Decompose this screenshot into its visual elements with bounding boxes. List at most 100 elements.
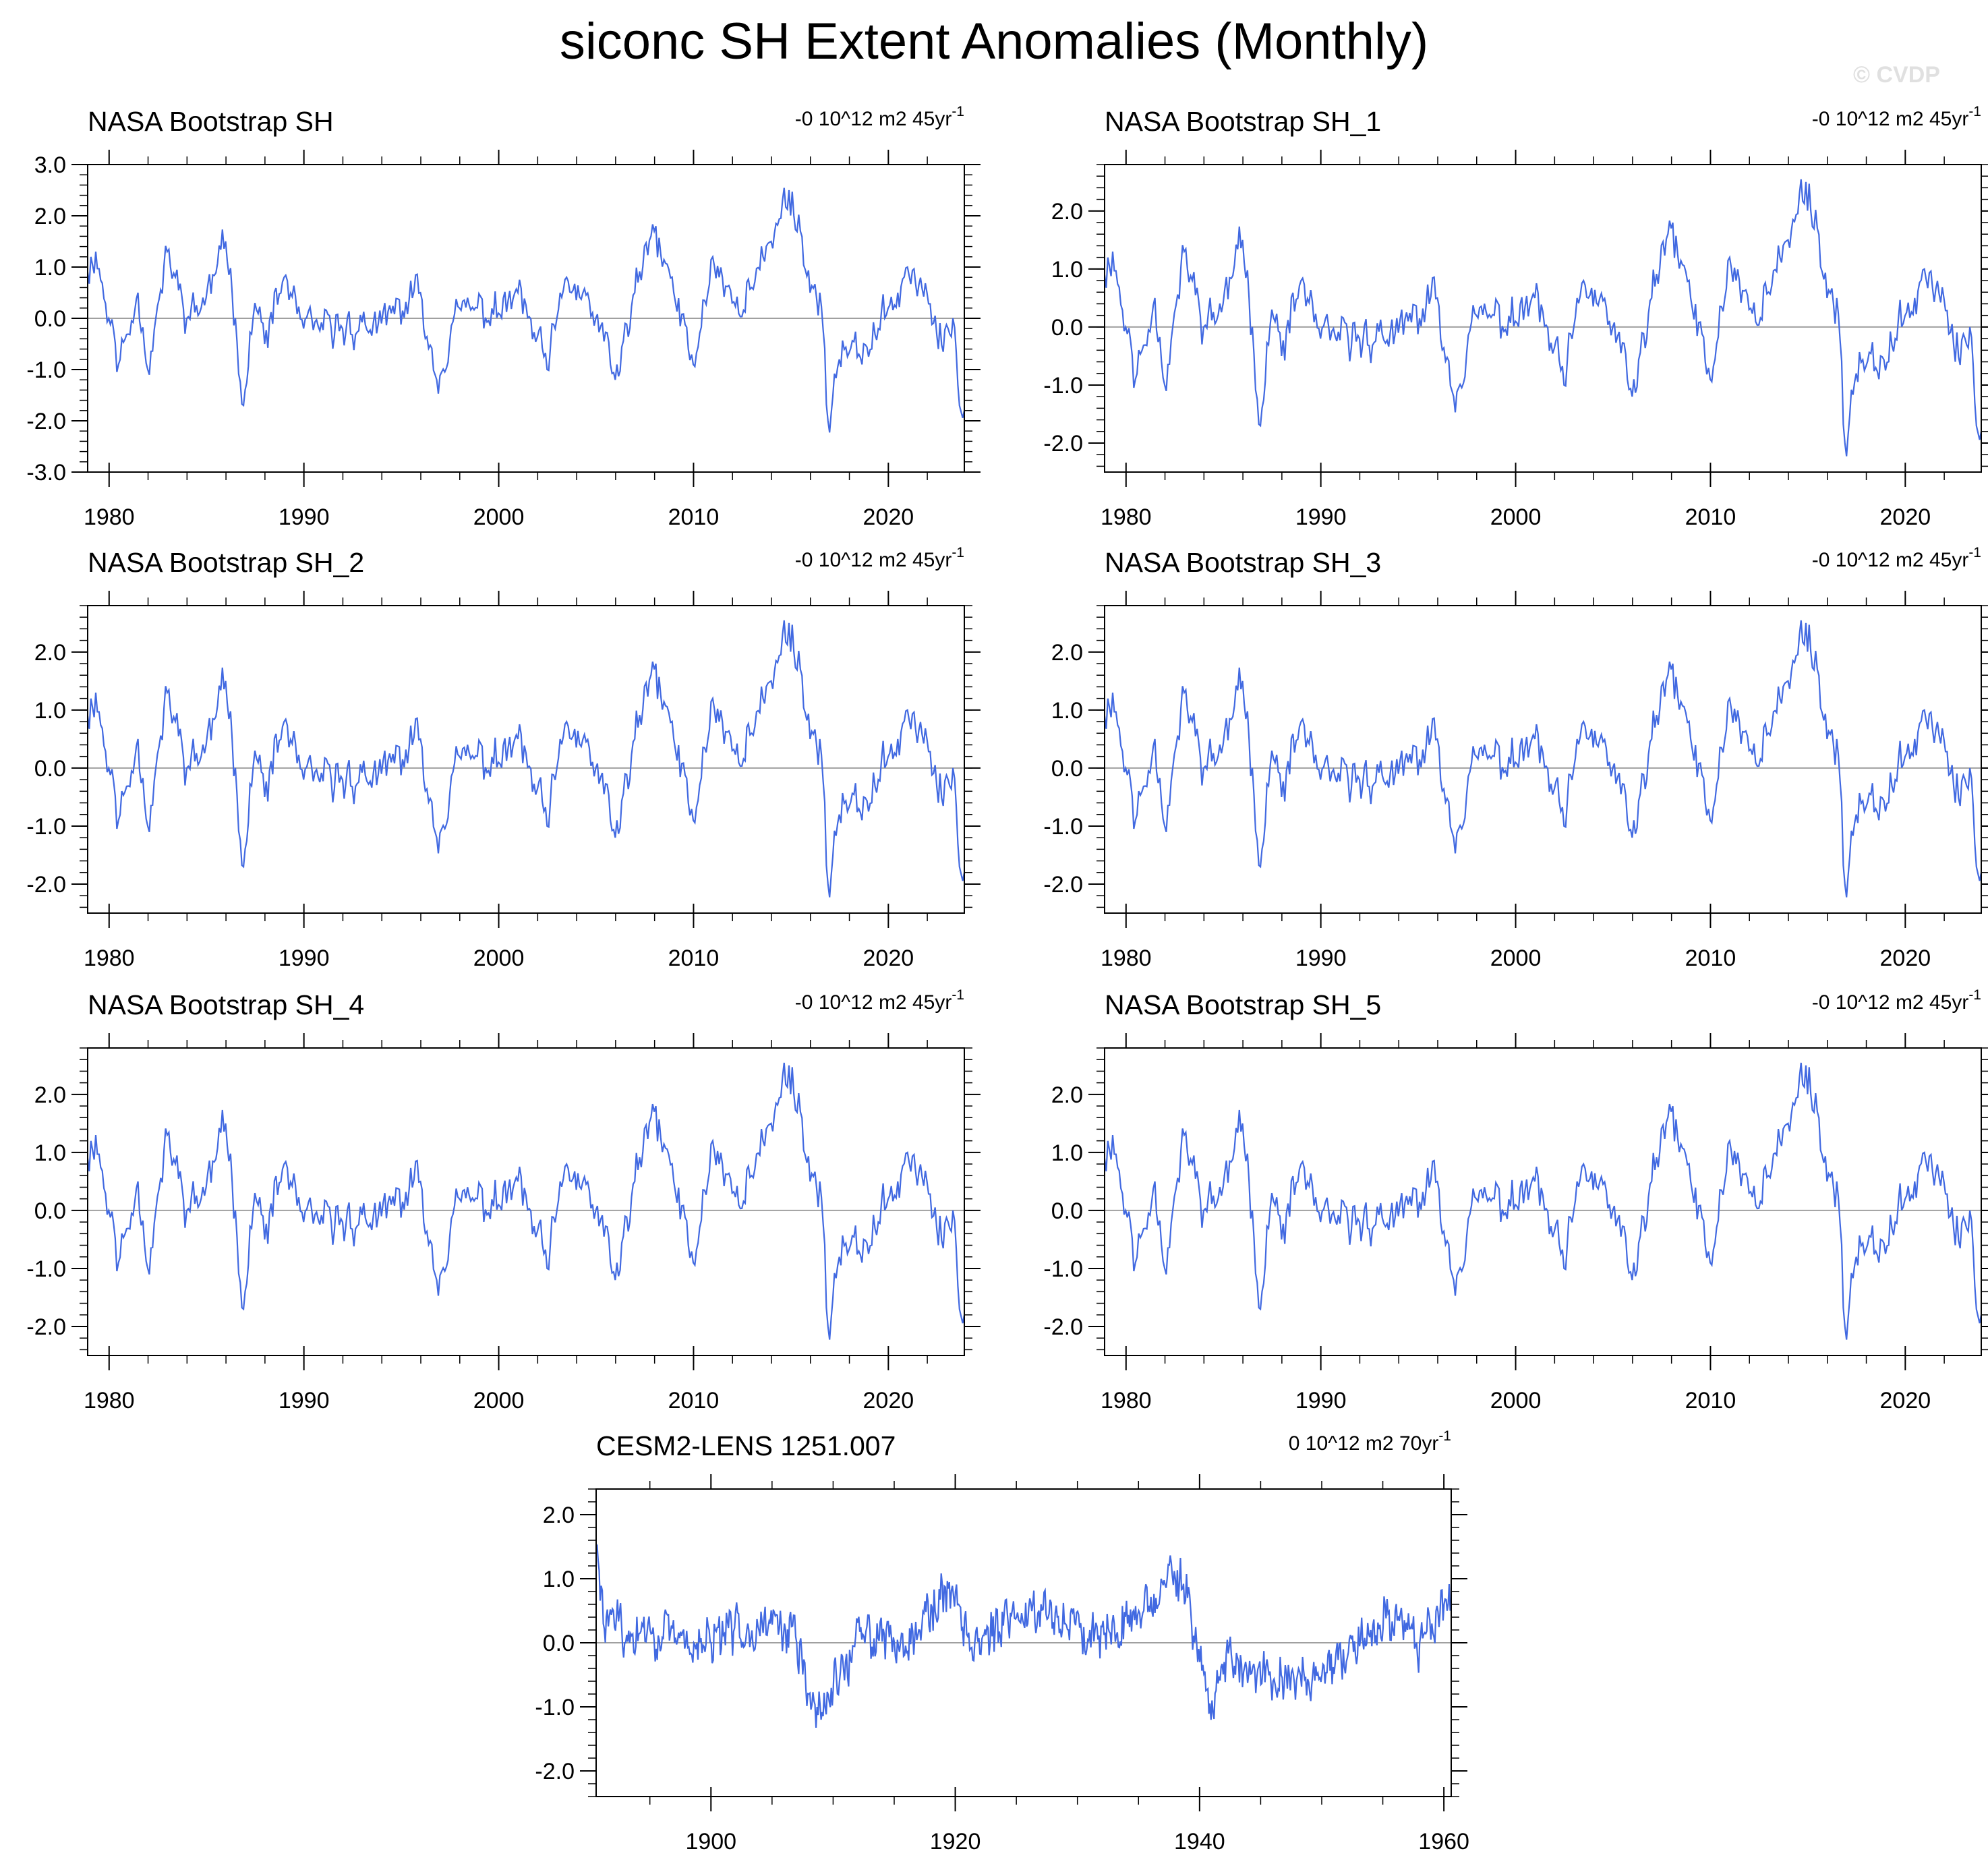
y-tick-label: 0.0 <box>34 306 66 332</box>
x-tick-label: 1980 <box>84 945 135 971</box>
x-tick-label: 2010 <box>1685 504 1736 530</box>
y-tick-label: -2.0 <box>535 1759 575 1784</box>
series-line <box>88 187 964 433</box>
page-title: siconc SH Extent Anomalies (Monthly) <box>559 13 1429 70</box>
panel-title: NASA Bootstrap SH_4 <box>88 989 364 1020</box>
x-tick-label: 2000 <box>473 1388 525 1413</box>
y-tick-label: -2.0 <box>26 872 66 898</box>
y-tick-label: -1.0 <box>1043 1256 1083 1282</box>
series-line <box>1105 620 1981 898</box>
x-tick-label: 1980 <box>1101 945 1152 971</box>
watermark: © CVDP <box>1853 62 1940 88</box>
y-tick-label: -1.0 <box>1043 373 1083 399</box>
y-tick-label: 2.0 <box>34 640 66 666</box>
y-tick-label: -2.0 <box>1043 1314 1083 1340</box>
y-tick-label: 1.0 <box>543 1567 575 1592</box>
plot-frame <box>1104 1047 1982 1356</box>
x-tick-label: 1990 <box>279 945 330 971</box>
x-tick-label: 1990 <box>1295 504 1347 530</box>
panel-title: CESM2-LENS 1251.007 <box>596 1430 896 1461</box>
x-tick-label: 1960 <box>1418 1829 1469 1855</box>
x-tick-label: 2010 <box>668 945 720 971</box>
y-tick-label: -1.0 <box>26 1256 66 1282</box>
trend-label: -0 10^12 m2 45yr-1 <box>1812 987 1981 1014</box>
x-tick-label: 2000 <box>473 945 525 971</box>
series-line <box>596 1544 1451 1728</box>
plot-frame <box>1104 605 1982 914</box>
x-tick-label: 2000 <box>1490 945 1542 971</box>
chart-panel-5: -2.0 -1.0 0.0 1.0 2.0 1980 1990 2000 2010 2020 NAS… <box>26 987 981 1413</box>
y-tick-label: 2.0 <box>34 204 66 229</box>
chart-panel-6: -2.0 -1.0 0.0 1.0 2.0 1980 1990 2000 2010 2020 NAS… <box>1043 987 1988 1413</box>
y-tick-label: 0.0 <box>1051 756 1083 782</box>
y-tick-label: -1.0 <box>26 814 66 840</box>
x-tick-label: 1990 <box>279 504 330 530</box>
panel-title: NASA Bootstrap SH_1 <box>1105 106 1381 137</box>
x-tick-label: 1940 <box>1174 1829 1225 1855</box>
x-tick-label: 2020 <box>1880 504 1931 530</box>
chart-panel-2: -2.0 -1.0 0.0 1.0 2.0 1980 1990 2000 2010 2020 NAS… <box>1043 104 1988 530</box>
x-tick-label: 2020 <box>1880 945 1931 971</box>
y-tick-label: -1.0 <box>1043 814 1083 840</box>
series-line <box>88 620 964 898</box>
trend-label: -0 10^12 m2 45yr-1 <box>795 545 964 571</box>
trend-label: -0 10^12 m2 45yr-1 <box>1812 104 1981 130</box>
series-line <box>1105 1062 1981 1340</box>
y-tick-label: 0.0 <box>1051 1198 1083 1224</box>
x-tick-label: 2010 <box>1685 1388 1736 1413</box>
trend-label: -0 10^12 m2 45yr-1 <box>795 987 964 1014</box>
y-tick-label: 2.0 <box>1051 199 1083 225</box>
x-tick-label: 1980 <box>1101 504 1152 530</box>
y-tick-label: -2.0 <box>26 409 66 434</box>
y-tick-label: -1.0 <box>535 1695 575 1720</box>
chart-panel-7: -2.0 -1.0 0.0 1.0 2.0 1900 1920 1940 1960 CESM2-L… <box>535 1428 1469 1855</box>
x-tick-label: 2020 <box>863 1388 914 1413</box>
x-tick-label: 1990 <box>279 1388 330 1413</box>
y-tick-label: 1.0 <box>1051 257 1083 283</box>
y-tick-label: 0.0 <box>1051 315 1083 341</box>
y-tick-label: 1.0 <box>1051 698 1083 724</box>
y-tick-label: 1.0 <box>34 698 66 724</box>
trend-label: 0 10^12 m2 70yr-1 <box>1289 1428 1451 1455</box>
x-tick-label: 2010 <box>1685 945 1736 971</box>
x-tick-label: 2020 <box>863 504 914 530</box>
y-tick-label: 1.0 <box>34 255 66 281</box>
series-line <box>88 1062 964 1340</box>
y-tick-label: 2.0 <box>543 1503 575 1528</box>
panel-title: NASA Bootstrap SH_5 <box>1105 989 1381 1020</box>
y-tick-label: -3.0 <box>26 460 66 486</box>
x-tick-label: 1920 <box>930 1829 981 1855</box>
x-tick-label: 2000 <box>473 504 525 530</box>
y-tick-label: -2.0 <box>1043 872 1083 898</box>
y-tick-label: 3.0 <box>34 152 66 178</box>
plot-frame <box>1104 164 1982 473</box>
panel-title: NASA Bootstrap SH_2 <box>88 547 364 578</box>
y-tick-label: 0.0 <box>34 1198 66 1224</box>
x-tick-label: 1990 <box>1295 1388 1347 1413</box>
y-tick-label: -2.0 <box>26 1314 66 1340</box>
y-tick-label: 1.0 <box>1051 1140 1083 1166</box>
x-tick-label: 2010 <box>668 1388 720 1413</box>
series-line <box>1105 179 1981 457</box>
x-tick-label: 2010 <box>668 504 720 530</box>
y-tick-label: 2.0 <box>1051 640 1083 666</box>
y-tick-label: 1.0 <box>34 1140 66 1166</box>
x-tick-label: 1900 <box>685 1829 736 1855</box>
panel-title: NASA Bootstrap SH <box>88 106 334 137</box>
x-tick-label: 2000 <box>1490 1388 1542 1413</box>
x-tick-label: 2020 <box>1880 1388 1931 1413</box>
x-tick-label: 1980 <box>1101 1388 1152 1413</box>
x-tick-label: 2020 <box>863 945 914 971</box>
y-tick-label: -1.0 <box>26 357 66 383</box>
y-tick-label: 0.0 <box>543 1631 575 1656</box>
plot-frame <box>87 605 965 914</box>
y-tick-label: 0.0 <box>34 756 66 782</box>
chart-panel-1: -3.0 -2.0 -1.0 0.0 1.0 2.0 3.0 1980 1990 2000 2010… <box>26 104 981 530</box>
plot-frame <box>87 1047 965 1356</box>
trend-label: -0 10^12 m2 45yr-1 <box>1812 545 1981 571</box>
y-tick-label: 2.0 <box>1051 1082 1083 1108</box>
y-tick-label: -2.0 <box>1043 431 1083 457</box>
x-tick-label: 1990 <box>1295 945 1347 971</box>
x-tick-label: 2000 <box>1490 504 1542 530</box>
